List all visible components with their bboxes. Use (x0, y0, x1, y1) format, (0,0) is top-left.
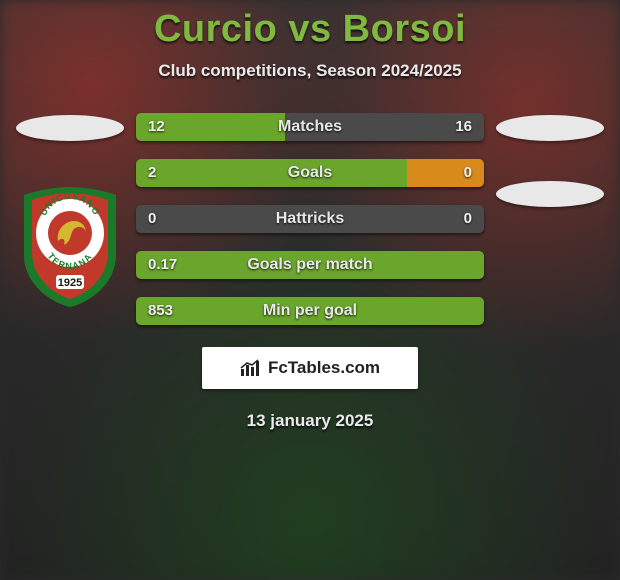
team-crest-ternana: UNICUSANO TERNANA 1925 (16, 181, 124, 309)
stat-bar: 853Min per goal (136, 297, 484, 325)
stats-bars: 1216Matches20Goals00Hattricks0.17Goals p… (132, 113, 488, 325)
brand-box[interactable]: FcTables.com (202, 347, 418, 389)
subtitle: Club competitions, Season 2024/2025 (0, 61, 620, 81)
stat-value-left: 0.17 (136, 251, 189, 279)
date-line: 13 january 2025 (0, 411, 620, 431)
stat-value-right: 16 (443, 113, 484, 141)
bars-icon (240, 359, 262, 377)
left-badge-placeholder (16, 115, 124, 141)
svg-text:1925: 1925 (58, 277, 82, 289)
stat-value-right: 0 (452, 159, 484, 187)
page-title: Curcio vs Borsoi (0, 8, 620, 51)
stat-value-left: 853 (136, 297, 185, 325)
right-badge-placeholder-2 (496, 181, 604, 207)
stat-value-right (460, 297, 484, 325)
stat-value-left: 2 (136, 159, 168, 187)
content-root: Curcio vs Borsoi Club competitions, Seas… (0, 0, 620, 431)
stat-value-left: 12 (136, 113, 177, 141)
main-row: UNICUSANO TERNANA 1925 1216Matches20Goal… (0, 113, 620, 325)
stat-value-right (460, 251, 484, 279)
right-column (488, 113, 612, 207)
stat-value-left: 0 (136, 205, 168, 233)
stat-bar: 20Goals (136, 159, 484, 187)
stat-bar: 0.17Goals per match (136, 251, 484, 279)
brand-text: FcTables.com (268, 358, 380, 378)
right-badge-placeholder-1 (496, 115, 604, 141)
left-column: UNICUSANO TERNANA 1925 (8, 113, 132, 309)
stat-bar: 1216Matches (136, 113, 484, 141)
stat-bar: 00Hattricks (136, 205, 484, 233)
stat-value-right: 0 (452, 205, 484, 233)
